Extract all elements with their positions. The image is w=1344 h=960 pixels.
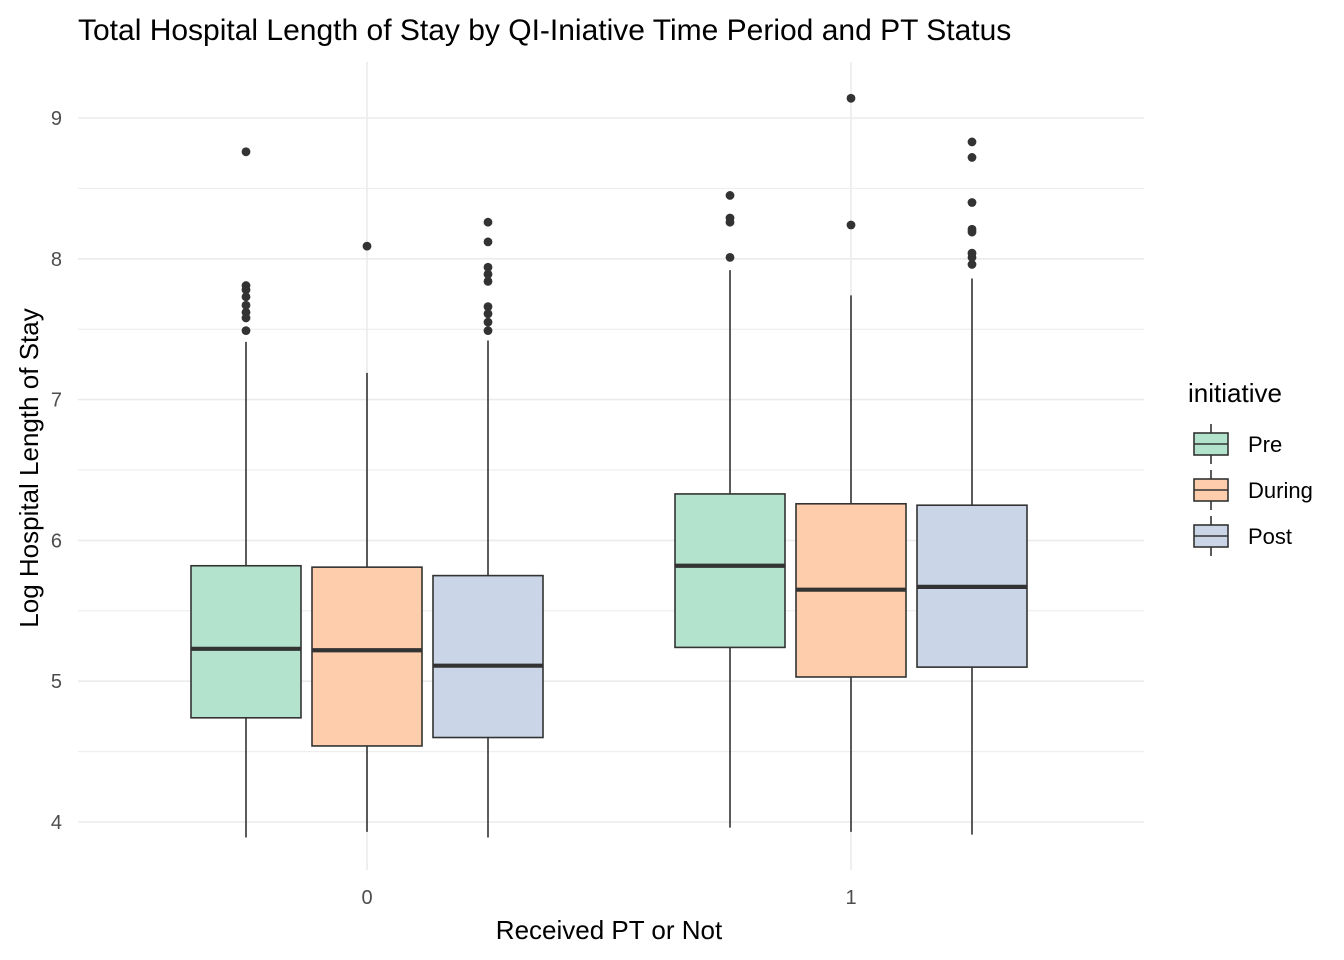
box-post-0-outlier: [483, 276, 493, 286]
grid-major: [78, 62, 1144, 870]
box-pre-0-outlier: [241, 307, 251, 317]
y-tick-label: 4: [51, 812, 62, 834]
box-pre-1-box: [674, 493, 786, 649]
box-post-0-outlier: [483, 237, 493, 247]
box-pre-0-box: [190, 564, 302, 719]
box-post-1-outlier: [967, 260, 977, 269]
box-post-0-outlier: [483, 309, 493, 319]
box-post-1-outlier: [967, 248, 977, 258]
box-during-0-box: [311, 566, 423, 747]
box-post-1-outlier: [967, 153, 977, 162]
plot-marks: [190, 93, 1028, 838]
y-tick-label: 7: [51, 390, 62, 412]
box-post-0-outlier: [483, 269, 493, 279]
box-pre-1-outlier: [725, 252, 735, 262]
x-axis-title: Received PT or Not: [496, 915, 723, 945]
y-axis-title: Log Hospital Length of Stay: [14, 308, 44, 627]
box-post-0-outlier: [483, 262, 493, 272]
box-pre-0-outlier: [241, 326, 251, 336]
box-pre-0-outlier: [241, 147, 251, 157]
box-during-1-outlier: [846, 93, 856, 103]
y-tick-label: 9: [51, 108, 62, 130]
legend-post-label: Post: [1248, 524, 1292, 549]
box-pre-0-outlier: [241, 300, 251, 310]
box-during-1-outlier: [846, 220, 856, 230]
legend-during-label: During: [1248, 478, 1313, 503]
box-during-0-outlier: [362, 241, 372, 251]
box-post-0-outlier: [483, 326, 493, 336]
box-post-0-outlier: [483, 217, 493, 227]
legend-title: initiative: [1188, 378, 1282, 408]
box-pre-0-outlier: [241, 292, 251, 302]
legend-pre-label: Pre: [1248, 432, 1282, 457]
box-post-0-box: [432, 574, 544, 739]
box-post-0-outlier: [483, 317, 493, 327]
y-tick-label: 8: [51, 249, 62, 271]
box-pre-1-outlier: [725, 213, 735, 223]
x-tick-label: 0: [361, 887, 372, 909]
x-tick-label: 1: [845, 887, 856, 909]
y-tick-label: 5: [51, 671, 62, 693]
legend: initiative Pre During Post: [1188, 378, 1313, 556]
y-tick-label: 6: [51, 530, 62, 552]
box-post-1-outlier: [967, 137, 977, 147]
box-post-1-outlier: [967, 224, 977, 234]
box-pre-0-outlier: [241, 281, 251, 290]
box-pre-1-outlier: [725, 191, 735, 200]
box-post-1-outlier: [967, 198, 977, 207]
chart-title: Total Hospital Length of Stay by QI-Inia…: [78, 14, 1011, 47]
y-tick-labels: 4 5 6 7 8 9: [51, 108, 62, 834]
box-post-0-outlier: [483, 302, 493, 312]
